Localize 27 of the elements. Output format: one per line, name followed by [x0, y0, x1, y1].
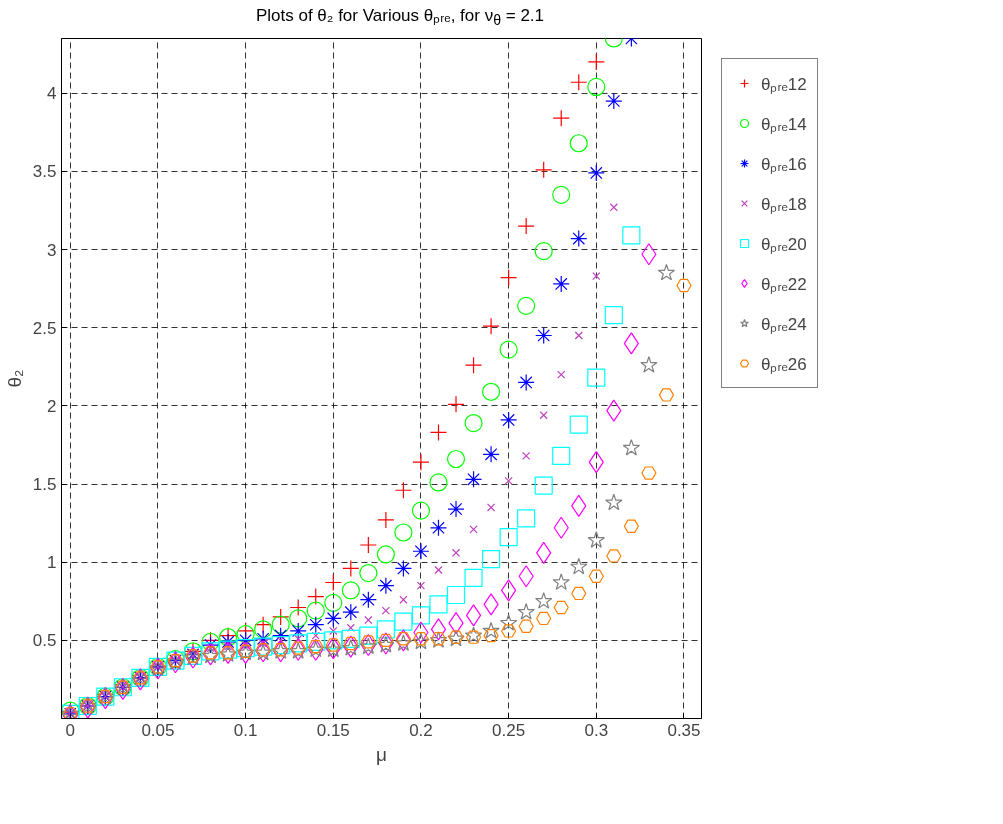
- y-tick-label: 4: [47, 84, 57, 104]
- legend-label: θₚᵣₑ20: [761, 233, 807, 256]
- legend-label: θₚᵣₑ22: [761, 273, 807, 296]
- x-tick-label: 0.3: [584, 720, 609, 740]
- y-tick-label: 1.5: [32, 475, 57, 495]
- y-tick-label: 1: [47, 553, 57, 573]
- y-tick-label: 0.5: [32, 631, 57, 651]
- y-tick-label: 2.5: [32, 318, 57, 338]
- x-axis-title: μ: [376, 743, 387, 765]
- y-tick-label: 3: [47, 240, 57, 260]
- x-tick-label: 0: [65, 720, 76, 740]
- x-tick-label: 0.05: [141, 720, 175, 740]
- x-tick-label: 0.2: [409, 720, 433, 740]
- x-tick-label: 0.25: [492, 720, 526, 740]
- legend-label: θₚᵣₑ18: [761, 193, 807, 216]
- y-tick-label: 2: [47, 396, 57, 416]
- y-axis-title: θ₂: [3, 369, 25, 388]
- legend-label: θₚᵣₑ24: [761, 313, 807, 336]
- y-tick-label: 3.5: [32, 162, 57, 182]
- x-tick-label: 0.15: [316, 720, 350, 740]
- legend-label: θₚᵣₑ12: [761, 73, 807, 96]
- legend-label: θₚᵣₑ26: [761, 353, 807, 376]
- legend-label: θₚᵣₑ14: [761, 113, 807, 136]
- chart-title: Plots of θ₂ for Various θₚᵣₑ, for ν$_{θ}$ = 2.1: [254, 5, 546, 31]
- x-tick-label: 0.1: [233, 720, 258, 740]
- legend-label: θₚᵣₑ16: [761, 153, 807, 176]
- x-tick-label: 0.35: [667, 720, 701, 740]
